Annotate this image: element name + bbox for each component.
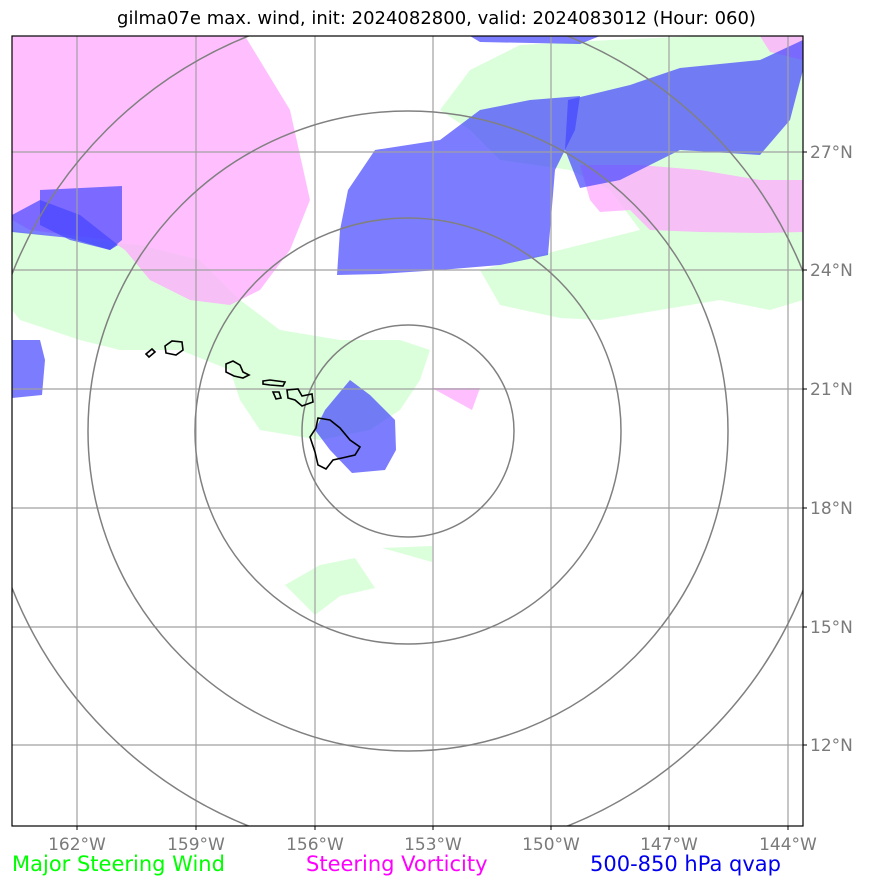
lon-label: 144°W	[759, 835, 817, 855]
steering-vorticity-shading	[12, 36, 803, 410]
lat-label: 15°N	[810, 618, 853, 638]
lon-label: 153°W	[404, 835, 462, 855]
legend-major-steering-wind: Major Steering Wind	[12, 852, 225, 876]
legend-steering-vorticity: Steering Vorticity	[306, 852, 488, 876]
hawaiian-islands-coastline	[144, 340, 362, 471]
lon-label: 147°W	[640, 835, 698, 855]
legend-qvap: 500-850 hPa qvap	[590, 852, 781, 876]
qvap-shading	[12, 36, 803, 473]
lat-label: 21°N	[810, 380, 853, 400]
tick-marks	[76, 151, 807, 830]
lon-label: 156°W	[286, 835, 344, 855]
map-title: gilma07e max. wind, init: 2024082800, va…	[117, 8, 756, 29]
map-frame	[11, 35, 804, 827]
lon-label: 162°W	[48, 835, 106, 855]
lat-label: 18°N	[810, 499, 853, 519]
lon-label: 150°W	[522, 835, 580, 855]
range-rings	[12, 36, 803, 826]
lat-label: 12°N	[810, 736, 853, 756]
lon-label: 159°W	[167, 835, 225, 855]
graticule	[12, 36, 803, 826]
lat-label: 27°N	[810, 143, 853, 163]
lat-label: 24°N	[810, 261, 853, 281]
